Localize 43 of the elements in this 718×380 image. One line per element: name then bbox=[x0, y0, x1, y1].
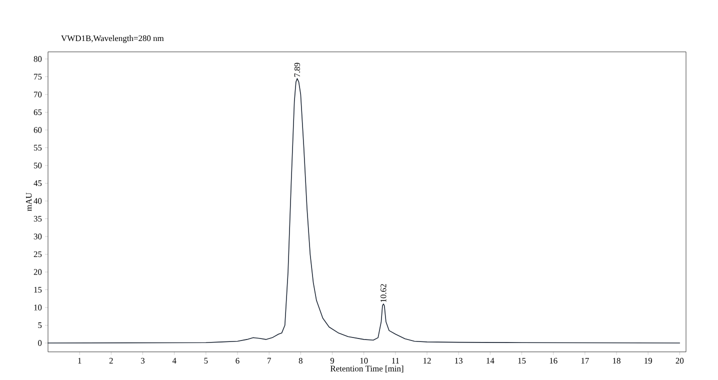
annotation: 10.62 bbox=[380, 284, 386, 302]
line-series bbox=[48, 78, 680, 344]
x-tick-label: 4 bbox=[172, 358, 176, 364]
x-tick-label: 5 bbox=[204, 358, 208, 364]
x-tick-label: 19 bbox=[644, 358, 652, 364]
x-tick-label: 16 bbox=[550, 358, 558, 364]
chart-title: VWD1B,Wavelength=280 nm bbox=[61, 35, 164, 43]
x-tick-label: 1 bbox=[78, 358, 82, 364]
y-tick-label: 80 bbox=[34, 56, 42, 62]
x-tick-label: 2 bbox=[109, 358, 113, 364]
x-tick-label: 3 bbox=[141, 358, 145, 364]
x-tick-label: 12 bbox=[424, 358, 431, 364]
y-tick-label: 15 bbox=[34, 286, 42, 293]
x-tick-label: 9 bbox=[330, 358, 334, 364]
y-tick-label: 10 bbox=[34, 304, 42, 310]
y-tick-label: 0 bbox=[38, 340, 42, 346]
y-tick-label: 5 bbox=[38, 322, 42, 328]
x-tick-label: 14 bbox=[486, 358, 494, 364]
y-tick-label: 30 bbox=[34, 234, 42, 240]
y-tick-label: 35 bbox=[34, 216, 42, 222]
x-tick-label: 13 bbox=[455, 358, 463, 364]
y-tick-label: 25 bbox=[34, 251, 42, 258]
y-tick-label: 50 bbox=[34, 162, 42, 168]
x-tick-label: 17 bbox=[581, 358, 589, 364]
y-tick-label: 40 bbox=[34, 198, 42, 204]
x-tick-label: 11 bbox=[392, 358, 399, 364]
x-tick-label: 18 bbox=[613, 358, 620, 364]
y-tick-label: 45 bbox=[34, 180, 42, 186]
x-tick-label: 15 bbox=[518, 358, 526, 364]
y-tick-label: 60 bbox=[34, 127, 42, 133]
x-axis-title: Retention Time [min] bbox=[330, 365, 404, 372]
y-tick-label: 65 bbox=[34, 109, 42, 116]
y-tick-label: 70 bbox=[34, 92, 42, 98]
annotation: 7.89 bbox=[294, 62, 300, 77]
x-tick-label: 8 bbox=[298, 358, 302, 364]
y-axis-title: mAU bbox=[26, 192, 32, 212]
x-tick-label: 10 bbox=[360, 358, 368, 364]
y-tick-label: 75 bbox=[34, 74, 42, 80]
x-tick-label: 6 bbox=[236, 358, 240, 364]
y-tick-label: 20 bbox=[34, 269, 42, 275]
x-tick-label: 7 bbox=[268, 358, 271, 364]
x-tick-label: 20 bbox=[676, 358, 684, 364]
y-tick-label: 55 bbox=[34, 144, 42, 151]
